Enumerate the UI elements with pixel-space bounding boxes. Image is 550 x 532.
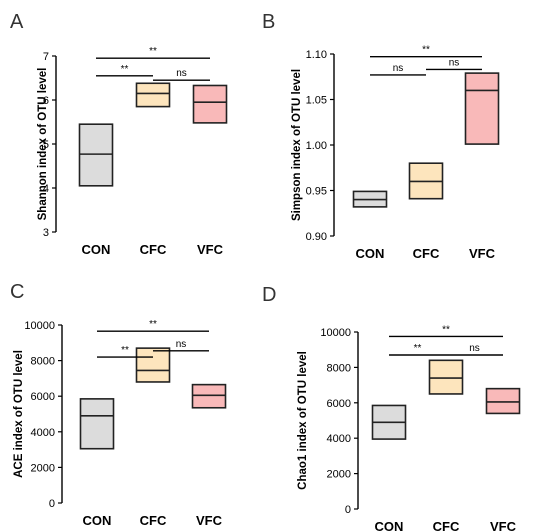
- x-tick-label: CFC: [413, 246, 440, 261]
- y-tick-label: 5: [43, 139, 49, 151]
- panel-A: A 3 4 5 6 7 Shannon index of OTU level CON CFC VF…: [10, 11, 228, 257]
- x-tick-label: CFC: [140, 513, 167, 528]
- panel-letter: A: [10, 11, 24, 33]
- x-tick-label: CFC: [433, 519, 460, 532]
- y-tick-label: 7: [43, 51, 49, 63]
- significance-label: **: [442, 324, 450, 335]
- y-tick-label: 1.00: [306, 140, 327, 152]
- box-con: [79, 398, 115, 450]
- box-vfc: [191, 383, 227, 409]
- y-tick-label: 8000: [31, 356, 55, 368]
- y-axis-title: Simpson index of OTU level: [291, 69, 303, 221]
- panel-letter: D: [262, 284, 276, 306]
- y-tick-label: 6: [43, 95, 49, 107]
- y-tick-label: 10000: [24, 320, 55, 332]
- y-tick-label: 0: [49, 498, 55, 510]
- x-tick-label: CON: [356, 246, 385, 261]
- panel-C: C 0 2000 4000 6000 8000 10000 ACE index of OTU …: [10, 281, 227, 528]
- significance-label: ns: [449, 57, 460, 68]
- box-vfc: [485, 387, 521, 415]
- box-cfc: [135, 82, 171, 108]
- y-tick-label: 8000: [327, 362, 351, 374]
- x-tick-label: CFC: [140, 242, 167, 257]
- box-cfc: [135, 347, 171, 383]
- significance-label: ns: [176, 68, 187, 79]
- y-axis-title: Chao1 index of OTU level: [297, 351, 309, 490]
- significance-label: **: [121, 64, 129, 75]
- x-tick-label: VFC: [490, 519, 517, 532]
- y-tick-label: 6000: [31, 391, 55, 403]
- y-tick-label: 1.05: [306, 95, 327, 107]
- significance-label: **: [414, 343, 422, 354]
- panel-letter: C: [10, 281, 24, 303]
- y-tick-label: 4: [43, 183, 49, 195]
- y-tick-label: 0.90: [306, 231, 327, 243]
- x-tick-label: VFC: [197, 242, 224, 257]
- y-tick-label: 6000: [327, 398, 351, 410]
- x-tick-label: CON: [82, 242, 111, 257]
- y-axis-title: ACE index of OTU level: [13, 350, 25, 478]
- y-tick-label: 0: [345, 504, 351, 516]
- significance-label: ns: [393, 63, 404, 74]
- significance-label: **: [422, 45, 430, 56]
- box-cfc: [428, 359, 464, 395]
- y-tick-label: 2000: [31, 462, 55, 474]
- y-tick-label: 0.95: [306, 186, 327, 198]
- y-axis-title: Shannon index of OTU level: [37, 68, 49, 221]
- y-tick-label: 3: [43, 227, 49, 239]
- x-tick-label: CON: [83, 513, 112, 528]
- significance-label: **: [121, 345, 129, 356]
- x-tick-label: VFC: [196, 513, 223, 528]
- x-tick-label: VFC: [469, 246, 496, 261]
- significance-label: ns: [469, 343, 480, 354]
- box-con: [78, 123, 114, 187]
- y-tick-label: 4000: [327, 433, 351, 445]
- significance-label: **: [149, 46, 157, 57]
- y-tick-label: 4000: [31, 427, 55, 439]
- box-vfc: [464, 72, 500, 145]
- y-tick-label: 2000: [327, 469, 351, 481]
- y-tick-label: 1.10: [306, 49, 327, 61]
- y-tick-label: 10000: [320, 327, 351, 339]
- panel-D: D 0 2000 4000 6000 8000 10000 Chao1 index of OT…: [262, 284, 521, 532]
- panel-letter: B: [262, 11, 275, 33]
- x-tick-label: CON: [375, 519, 404, 532]
- box-vfc: [192, 84, 228, 124]
- significance-label: ns: [176, 339, 187, 350]
- significance-label: **: [149, 319, 157, 330]
